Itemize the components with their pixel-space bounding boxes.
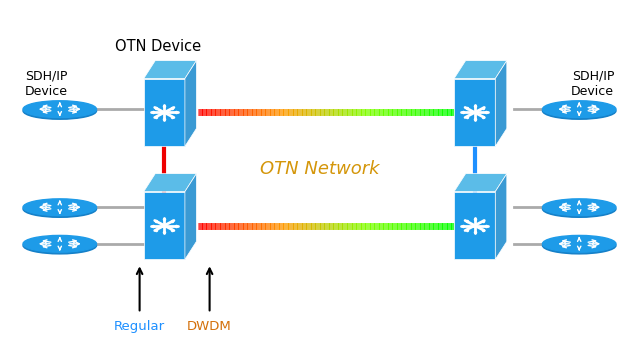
Ellipse shape: [543, 102, 616, 119]
Polygon shape: [454, 174, 507, 192]
Polygon shape: [495, 174, 507, 259]
Polygon shape: [454, 61, 507, 79]
FancyBboxPatch shape: [454, 79, 495, 146]
FancyBboxPatch shape: [144, 192, 185, 259]
Ellipse shape: [543, 101, 616, 118]
Polygon shape: [144, 174, 196, 192]
Ellipse shape: [23, 235, 96, 252]
Polygon shape: [185, 174, 196, 259]
Ellipse shape: [23, 101, 96, 118]
Ellipse shape: [543, 237, 616, 254]
Ellipse shape: [543, 199, 616, 216]
Text: SDH/IP
Device: SDH/IP Device: [571, 69, 614, 98]
Polygon shape: [185, 61, 196, 146]
Ellipse shape: [23, 237, 96, 254]
Ellipse shape: [543, 235, 616, 252]
Polygon shape: [495, 61, 507, 146]
Text: DWDM: DWDM: [187, 320, 232, 333]
Text: Regular: Regular: [114, 320, 165, 333]
Text: OTN Network: OTN Network: [259, 160, 380, 178]
Ellipse shape: [23, 102, 96, 119]
Text: SDH/IP
Device: SDH/IP Device: [25, 69, 68, 98]
Ellipse shape: [23, 201, 96, 217]
Polygon shape: [144, 61, 196, 79]
Ellipse shape: [23, 199, 96, 216]
FancyBboxPatch shape: [454, 192, 495, 259]
FancyBboxPatch shape: [144, 79, 185, 146]
Ellipse shape: [543, 201, 616, 217]
Text: OTN Device: OTN Device: [115, 39, 201, 54]
